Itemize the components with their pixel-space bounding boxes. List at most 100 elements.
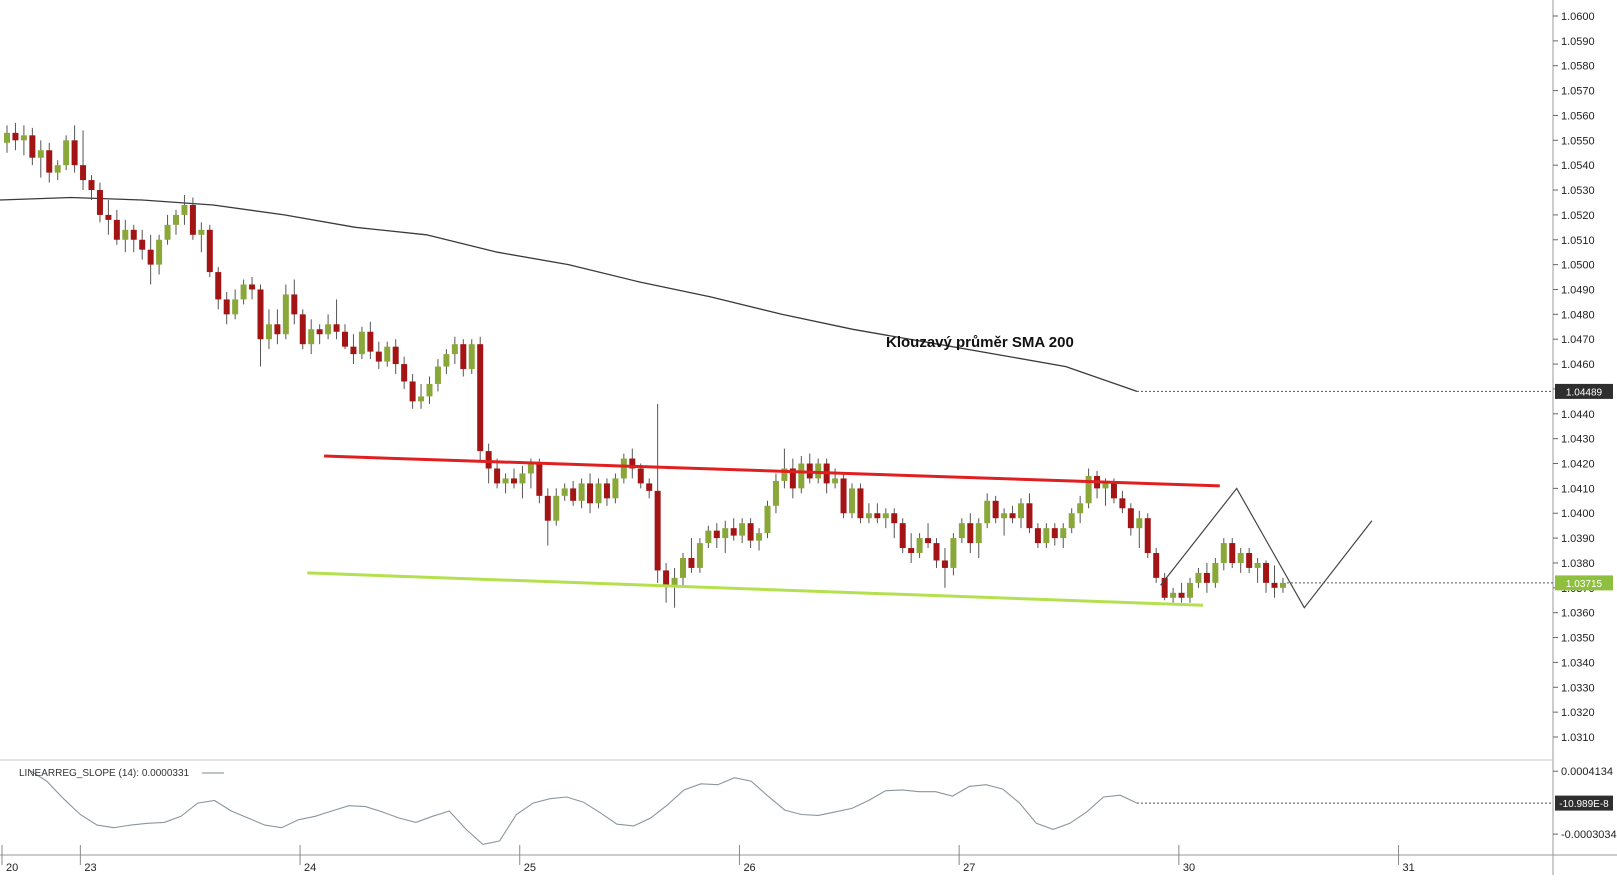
y-tick-label: 1.0530 [1561,185,1595,197]
x-tick-label: 24 [304,862,316,874]
candle-body [832,478,839,484]
candle-body [37,150,44,158]
candle-body [764,505,771,534]
sma-price-badge: 1.04489 [1555,383,1613,399]
y-tick-label: 1.0390 [1561,533,1595,545]
y-tick-label: 1.0510 [1561,235,1595,247]
indicator-tick-label: 0.0004134 [1561,766,1613,778]
candle-body [122,229,129,240]
candle-body [815,463,822,479]
candle-body [1229,543,1236,563]
candle-body [587,483,594,504]
support-line [307,571,1203,607]
candle-body [874,513,881,519]
candle-body [1001,513,1008,519]
candle-body [1026,503,1033,529]
candle-body [637,468,644,484]
candle-body [1051,528,1058,539]
y-tick-label: 1.0440 [1561,409,1595,421]
candle-body [891,513,898,524]
y-tick-label: 1.0310 [1561,732,1595,744]
candle-body [46,150,53,173]
candle-body [612,478,619,499]
indicator-tick-label: -0.0003034 [1561,829,1617,841]
candle-body [1263,562,1270,583]
candle-body [1034,528,1041,544]
last-price-label: 1.03715 [1566,579,1603,590]
candle-body [722,528,729,539]
candle-body [367,331,374,352]
candle-body [494,468,501,484]
candle-body [536,463,543,496]
candle-body [1170,592,1177,598]
candle-body [299,314,306,345]
candle-body [358,331,365,355]
y-tick-label: 1.0550 [1561,135,1595,147]
y-tick-label: 1.0380 [1561,558,1595,570]
candle-body [899,523,906,549]
candle-body [849,488,855,514]
candle-body [418,396,425,402]
candle-body [798,463,805,489]
candle-body [1254,562,1261,568]
candle-body [1043,528,1050,544]
candle-body [181,204,188,215]
candle-body [705,530,712,544]
candle-body [291,294,298,315]
candle-body [1068,513,1075,529]
candle-body [20,135,27,141]
candle-body [1144,518,1151,554]
candle-body [781,468,788,481]
y-tick-label: 1.0330 [1561,682,1595,694]
y-tick-label: 1.0430 [1561,434,1595,446]
candle-body [958,523,965,539]
candle-body [113,219,120,240]
candle-body [198,229,205,235]
candle-body [984,500,991,524]
y-tick-label: 1.0600 [1561,11,1595,23]
candle-body [105,214,112,220]
candle-body [451,344,458,355]
candle-body [4,132,10,143]
candle-body [916,538,923,554]
y-tick-label: 1.0560 [1561,110,1595,122]
last-price-badge: 1.03715 [1555,575,1613,591]
candle-body [434,366,441,384]
candle-body [274,324,281,335]
y-tick-label: 1.0320 [1561,707,1595,719]
candle-body [342,331,348,347]
candle-body [308,329,315,345]
candle-body [511,478,517,484]
candle-body [688,557,695,568]
x-tick-label: 31 [1403,862,1415,874]
projection-path [1160,487,1373,609]
candle-body [561,488,568,496]
candle-body [1127,508,1134,529]
candle-body [206,229,213,273]
candle-body [950,538,957,568]
candle-body [747,523,754,541]
candle-body [646,483,653,491]
y-tick-label: 1.0460 [1561,359,1595,371]
y-tick-label: 1.0540 [1561,160,1595,172]
candle-body [865,513,872,519]
indicator-last-label: -10.989E-8 [1559,799,1609,810]
candle-body [29,135,36,158]
candle-body [629,458,636,469]
candle-body [485,451,492,469]
candle-body [941,560,948,568]
y-tick-label: 1.0420 [1561,459,1595,471]
candle-body [519,473,526,484]
candle-body [257,289,264,340]
sma-200-line [0,196,1138,393]
candle-body [570,488,577,501]
candle-body [54,165,61,173]
candle-body [1203,572,1210,583]
candle-body [282,294,289,335]
candle-body [992,500,999,519]
candle-body [730,528,737,536]
candle-body [925,538,932,544]
y-tick-label: 1.0520 [1561,210,1595,222]
candle-body [578,483,585,501]
